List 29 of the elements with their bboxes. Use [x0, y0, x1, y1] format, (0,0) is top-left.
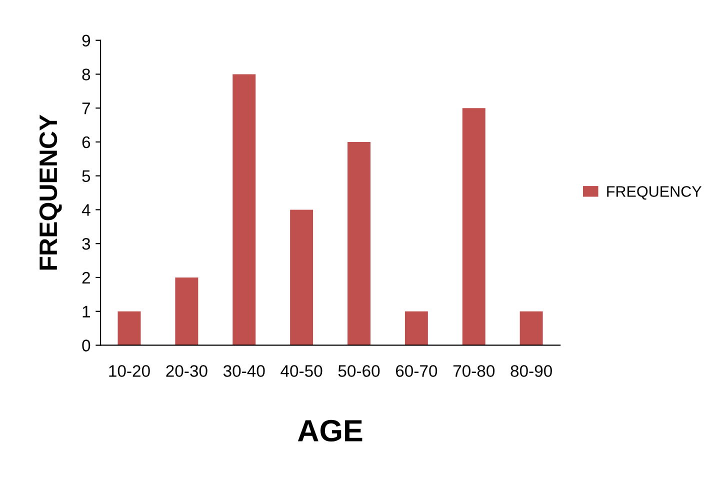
y-tick-label: 0	[82, 340, 90, 352]
legend-label: FREQUENCY	[607, 186, 702, 200]
y-tick-label: 4	[82, 204, 90, 216]
y-tick-label: 1	[82, 306, 90, 318]
bar	[175, 277, 198, 346]
y-tick-label: 9	[82, 34, 90, 47]
bar	[232, 74, 256, 346]
x-tick-label: 70-80	[453, 365, 495, 377]
y-tick-label: 2	[82, 272, 90, 284]
x-axis-title: AGE	[298, 420, 362, 442]
x-tick-label: 80-90	[510, 365, 552, 377]
x-tick-label: 10-20	[109, 365, 150, 377]
y-axis-title: FREQUENCY	[39, 114, 62, 270]
bar	[520, 311, 543, 346]
x-tick-label: 50-60	[338, 365, 380, 377]
y-tick-label: 5	[82, 170, 90, 182]
x-tick-label: 40-50	[280, 365, 322, 377]
y-tick-label: 6	[82, 136, 90, 148]
y-tick-label: 7	[82, 102, 90, 114]
x-tick-label: 20-30	[166, 365, 208, 377]
bar	[404, 311, 428, 346]
bar	[462, 108, 486, 346]
bar	[118, 311, 141, 346]
bar	[290, 210, 314, 346]
bar	[348, 142, 370, 346]
x-tick-label: 60-70	[396, 365, 438, 377]
y-tick-label: 8	[82, 68, 90, 80]
x-tick-label: 30-40	[223, 365, 265, 377]
y-tick-label: 3	[82, 238, 90, 250]
